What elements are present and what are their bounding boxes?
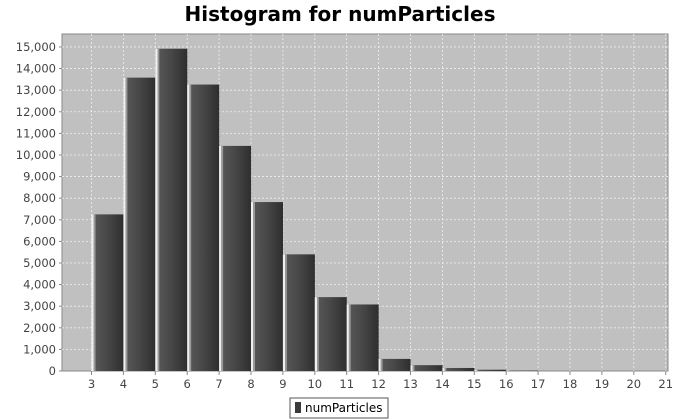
bar-shade [189,84,192,372]
legend: numParticles [289,397,389,419]
bar-body [282,254,315,371]
bar-shade [157,48,160,371]
bar [123,77,156,371]
legend-swatch [295,402,301,413]
x-tick-label: 17 [531,377,546,391]
x-tick-label: 7 [215,377,222,391]
bar-highlight [378,358,381,371]
x-tick-label: 3 [88,377,95,391]
bar-shade [348,304,351,371]
y-tick-label: 14,000 [16,62,56,76]
bar-body [314,297,347,371]
bar-highlight [123,77,126,371]
bar-body [91,214,124,371]
bar-highlight [410,365,413,371]
bar [187,84,220,372]
x-tick-label: 6 [184,377,191,391]
bar [91,214,124,371]
bar-body [378,358,411,371]
bar-body [219,145,252,371]
bar-highlight [346,304,349,371]
y-tick-label: 6,000 [23,234,56,248]
x-tick-label: 21 [658,377,673,391]
bar [474,369,507,371]
bar-shade [412,365,415,371]
bar-body [474,369,507,371]
bar-highlight [251,202,254,371]
y-tick-label: 1,000 [23,342,56,356]
legend-box [289,397,389,419]
y-tick-label: 12,000 [16,105,56,119]
bar-highlight [187,84,190,372]
y-tick-label: 15,000 [16,40,56,54]
bar-shade [285,254,287,371]
y-tick-label: 0 [49,364,56,378]
y-tick-label: 9,000 [23,170,56,184]
chart-title: Histogram for numParticles [185,2,496,26]
bars [91,48,539,372]
bar-shade [253,202,255,371]
y-tick-label: 11,000 [16,126,56,140]
y-tick-label: 5,000 [23,256,56,270]
x-tick-label: 16 [499,377,514,391]
x-tick-label: 20 [626,377,641,391]
bar-shade [125,77,128,371]
y-tick-label: 3,000 [23,299,56,313]
y-tick-label: 13,000 [16,83,56,97]
bar-highlight [282,254,286,371]
x-tick-label: 8 [247,377,254,391]
bar [282,254,315,371]
bar [410,365,443,371]
bar-highlight [442,367,445,371]
bar-shade [444,367,447,371]
bar-highlight [91,214,94,371]
bar-highlight [314,297,317,371]
y-tick-label: 4,000 [23,278,56,292]
bar-shade [380,358,383,371]
bar [346,304,379,371]
bar-shade [317,297,319,371]
x-tick-label: 9 [279,377,286,391]
bar [314,297,347,371]
x-tick-label: 10 [307,377,322,391]
bar-body [346,304,379,371]
legend-label: numParticles [305,401,383,415]
x-tick-label: 19 [595,377,610,391]
y-axis: 0 1,000 2,000 3,000 4,000 5,000 6,000 7,000 8,00… [16,40,62,378]
bar [378,358,411,371]
x-tick-label: 14 [435,377,450,391]
bar-body [155,48,188,371]
y-tick-label: 2,000 [23,321,56,335]
bar-body [187,84,220,372]
y-tick-label: 7,000 [23,213,56,227]
y-tick-label: 8,000 [23,191,56,205]
bar [251,202,283,371]
x-tick-label: 11 [339,377,354,391]
x-tick-label: 4 [120,377,127,391]
bar-body [442,367,475,371]
bar-shade [93,214,96,371]
bar-body [251,202,283,371]
x-tick-label: 12 [371,377,386,391]
bar [442,367,475,371]
x-tick-label: 5 [152,377,159,391]
bar-body [410,365,443,371]
bar-body [123,77,156,371]
bar-highlight [219,145,222,371]
bar-shade [221,145,224,371]
x-tick-label: 13 [403,377,418,391]
x-axis: 3 4 5 6 7 8 9 10 11 12 13 14 15 16 17 18 19 20 21 [88,371,673,391]
x-tick-label: 15 [467,377,482,391]
y-tick-label: 10,000 [16,148,56,162]
bar-highlight [474,369,477,371]
bar [219,145,252,371]
x-tick-label: 18 [563,377,578,391]
bar-highlight [155,48,158,371]
bar-shade [476,369,479,371]
bar [155,48,188,371]
